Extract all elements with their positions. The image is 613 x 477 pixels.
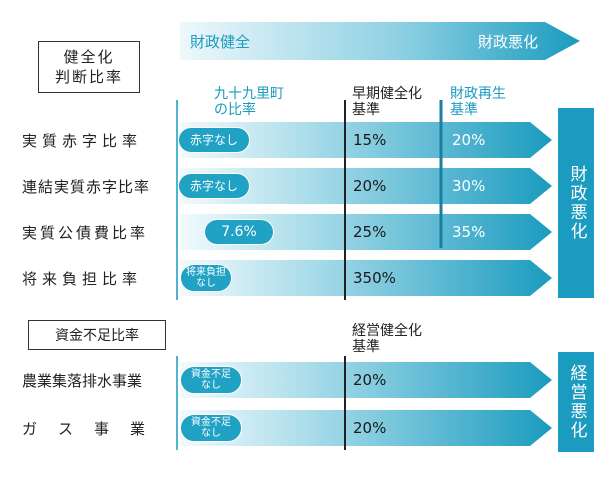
header-left-label: 財政健全	[190, 33, 251, 51]
early-value: 25%	[353, 223, 387, 241]
mgmt-value: 20%	[353, 419, 387, 437]
early-value: 15%	[353, 131, 387, 149]
column-rebuild: 財政再生 基準	[450, 86, 506, 118]
town-value-pill: 資金不足 なし	[180, 366, 242, 394]
row-label: ガス事業	[22, 420, 167, 438]
town-value-pill: 赤字なし	[178, 173, 250, 199]
row-arrow-5	[180, 362, 552, 398]
header-right-label: 財政悪化	[478, 33, 539, 51]
early-value: 20%	[353, 177, 387, 195]
row-label: 実質赤字比率	[22, 132, 143, 150]
town-value-pill: 7.6%	[204, 219, 274, 245]
column-mgmt: 経営健全化 基準	[352, 323, 422, 355]
row-arrow-1	[180, 122, 552, 158]
header-arrow	[180, 22, 580, 60]
town-value-pill: 赤字なし	[178, 127, 250, 153]
section1-title: 健全化 判断比率	[38, 41, 140, 93]
rebuild-value: 35%	[452, 223, 486, 241]
row-label: 農業集落排水事業	[22, 372, 143, 390]
row-arrow-2	[180, 168, 552, 204]
row-label: 連結実質赤字比率	[22, 178, 151, 196]
rebuild-value: 30%	[452, 177, 486, 195]
row-label: 将来負担比率	[22, 270, 143, 288]
row-arrow-3	[180, 214, 552, 250]
column-town: 九十九里町 の比率	[214, 86, 284, 118]
town-value-pill: 資金不足 なし	[180, 414, 242, 442]
mgmt-value: 20%	[353, 371, 387, 389]
side-label-finance: 財政悪化	[558, 108, 594, 298]
row-arrow-6	[180, 410, 552, 446]
row-arrow-4	[180, 260, 552, 296]
early-value: 350%	[353, 269, 396, 287]
side-label-management: 経営悪化	[558, 352, 594, 452]
column-early: 早期健全化 基準	[352, 86, 422, 118]
section2-title: 資金不足比率	[28, 320, 166, 350]
town-value-pill: 将来負担 なし	[180, 264, 232, 292]
rebuild-value: 20%	[452, 131, 486, 149]
row-label: 実質公債費比率	[22, 224, 149, 242]
